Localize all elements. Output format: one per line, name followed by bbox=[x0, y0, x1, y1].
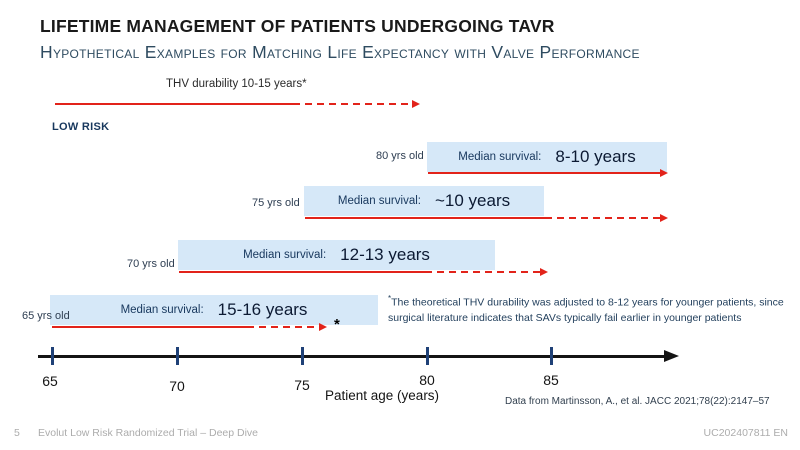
survival-arrow-head-icon bbox=[660, 169, 668, 177]
survival-arrow-dashed-75 bbox=[545, 217, 661, 219]
axis-tick-65 bbox=[51, 347, 54, 365]
median-survival-box-75: Median survival: ~10 years bbox=[304, 186, 544, 216]
axis-tick-75 bbox=[301, 347, 304, 365]
survival-arrow-dashed-65 bbox=[247, 326, 320, 328]
thv-arrow-solid-segment bbox=[55, 103, 293, 105]
footer-doc-id: UC202407811 EN bbox=[703, 427, 788, 439]
age-label-70: 70 yrs old bbox=[127, 258, 175, 270]
slide-subtitle: Hypothetical Examples for Matching Life … bbox=[40, 42, 640, 62]
median-survival-value: ~10 years bbox=[434, 191, 511, 210]
slide-title: LIFETIME MANAGEMENT OF PATIENTS UNDERGOI… bbox=[40, 16, 555, 36]
survival-arrow-solid-75 bbox=[305, 217, 545, 219]
thv-arrow-dashed-segment bbox=[293, 103, 413, 105]
median-survival-box-65: Median survival: 15-16 years bbox=[50, 295, 378, 325]
axis-tick-label-75: 75 bbox=[294, 377, 310, 393]
axis-tick-label-65: 65 bbox=[42, 373, 58, 389]
age-label-80: 80 yrs old bbox=[376, 150, 424, 162]
median-survival-value: 15-16 years bbox=[217, 300, 308, 319]
survival-arrow-head-icon bbox=[540, 268, 548, 276]
footnote-text: The theoretical THV durability was adjus… bbox=[388, 296, 784, 324]
axis-tick-label-85: 85 bbox=[543, 372, 559, 388]
median-survival-box-70: Median survival: 12-13 years bbox=[178, 240, 495, 270]
footnote-asterisk-marker: * bbox=[334, 316, 340, 333]
survival-arrow-head-icon bbox=[660, 214, 668, 222]
median-survival-label: Median survival: bbox=[458, 151, 542, 163]
axis-tick-70 bbox=[176, 347, 179, 365]
axis-tick-85 bbox=[550, 347, 553, 365]
survival-arrow-solid-80 bbox=[428, 172, 661, 174]
median-survival-label: Median survival: bbox=[337, 195, 421, 207]
median-survival-value: 12-13 years bbox=[340, 245, 430, 264]
axis-title: Patient age (years) bbox=[325, 388, 440, 403]
median-survival-box-80: Median survival: 8-10 years bbox=[427, 142, 667, 172]
data-citation: Data from Martinsson, A., et al. JACC 20… bbox=[505, 396, 770, 407]
page-number: 5 bbox=[14, 427, 20, 439]
age-label-65: 65 yrs old bbox=[22, 310, 70, 322]
survival-arrow-dashed-70 bbox=[425, 271, 541, 273]
low-risk-label: LOW RISK bbox=[52, 121, 110, 133]
axis-tick-80 bbox=[426, 347, 429, 365]
age-axis-arrow-head-icon bbox=[664, 350, 679, 362]
thv-arrow-head-icon bbox=[412, 100, 420, 108]
footnote-marker: * bbox=[388, 294, 392, 303]
age-axis-line bbox=[38, 355, 668, 358]
survival-arrow-head-icon bbox=[319, 323, 327, 331]
footnote: *The theoretical THV durability was adju… bbox=[388, 293, 786, 326]
footer-deck-title: Evolut Low Risk Randomized Trial – Deep … bbox=[38, 427, 259, 439]
median-survival-label: Median survival: bbox=[243, 249, 327, 261]
age-label-75: 75 yrs old bbox=[252, 197, 300, 209]
median-survival-label: Median survival: bbox=[120, 304, 204, 316]
axis-tick-label-70: 70 bbox=[169, 378, 185, 394]
thv-durability-label: THV durability 10-15 years* bbox=[166, 78, 307, 90]
survival-arrow-solid-65 bbox=[52, 326, 247, 328]
axis-tick-label-80: 80 bbox=[419, 372, 435, 388]
survival-arrow-solid-70 bbox=[179, 271, 425, 273]
median-survival-value: 8-10 years bbox=[555, 147, 636, 166]
